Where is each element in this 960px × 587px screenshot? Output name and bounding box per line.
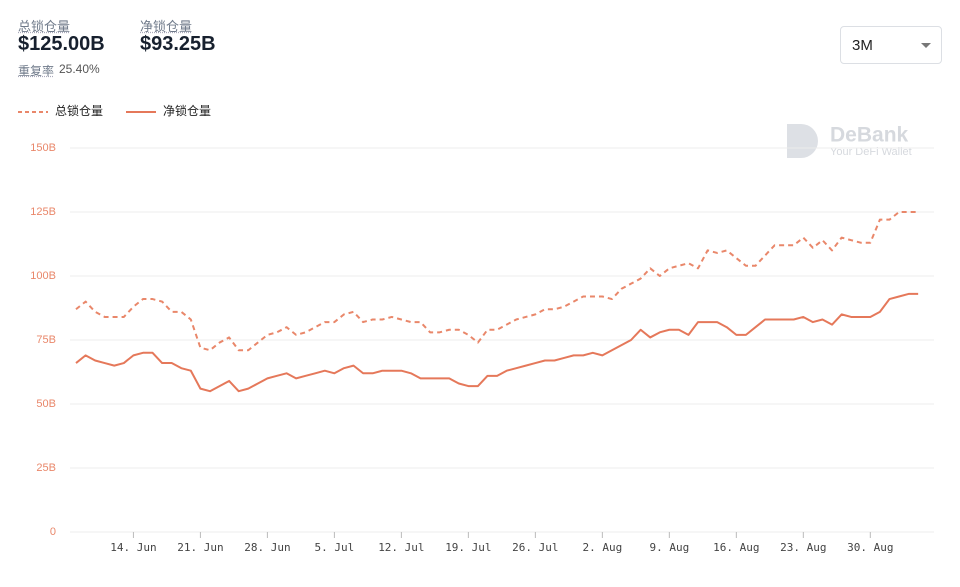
total-label: 总锁仓量 bbox=[18, 19, 71, 34]
x-tick-label: 2. Aug bbox=[582, 541, 622, 554]
y-tick-label: 0 bbox=[50, 526, 56, 538]
y-tick-label: 50B bbox=[36, 398, 56, 410]
x-tick-label: 26. Jul bbox=[512, 541, 558, 554]
x-tick-label: 16. Aug bbox=[713, 541, 759, 554]
x-tick-label: 19. Jul bbox=[445, 541, 491, 554]
net-label: 净锁仓量 bbox=[140, 19, 193, 34]
y-tick-label: 125B bbox=[30, 206, 56, 218]
y-tick-label: 75B bbox=[36, 334, 56, 346]
x-tick-label: 5. Jul bbox=[315, 541, 355, 554]
y-tick-label: 25B bbox=[36, 462, 56, 474]
watermark-logo bbox=[787, 124, 818, 158]
ratio-label: 重复率 bbox=[18, 64, 55, 78]
x-tick-label: 12. Jul bbox=[378, 541, 424, 554]
watermark-tagline: Your DeFi Wallet bbox=[830, 146, 912, 158]
series-line bbox=[75, 211, 919, 352]
x-tick-label: 21. Jun bbox=[177, 541, 223, 554]
legend-label: 净锁仓量 bbox=[163, 103, 211, 118]
legend-label: 总锁仓量 bbox=[55, 103, 103, 118]
watermark: DeBank Your DeFi Wallet bbox=[787, 124, 912, 158]
x-tick-label: 23. Aug bbox=[780, 541, 826, 554]
total-value: $125.00B bbox=[18, 33, 105, 55]
range-value: 3M bbox=[852, 37, 873, 54]
x-tick-label: 28. Jun bbox=[244, 541, 290, 554]
y-tick-label: 100B bbox=[30, 270, 56, 282]
x-tick-label: 30. Aug bbox=[847, 541, 893, 554]
watermark-brand: DeBank bbox=[830, 124, 909, 147]
range-select[interactable]: 3M bbox=[840, 26, 942, 64]
y-tick-label: 150B bbox=[30, 142, 56, 154]
ratio-value: 25.40% bbox=[59, 62, 100, 76]
net-value: $93.25B bbox=[140, 33, 216, 55]
dropdown-arrow bbox=[921, 43, 931, 53]
x-tick-label: 14. Jun bbox=[110, 541, 156, 554]
series-line bbox=[75, 292, 919, 393]
x-tick-label: 9. Aug bbox=[649, 541, 689, 554]
